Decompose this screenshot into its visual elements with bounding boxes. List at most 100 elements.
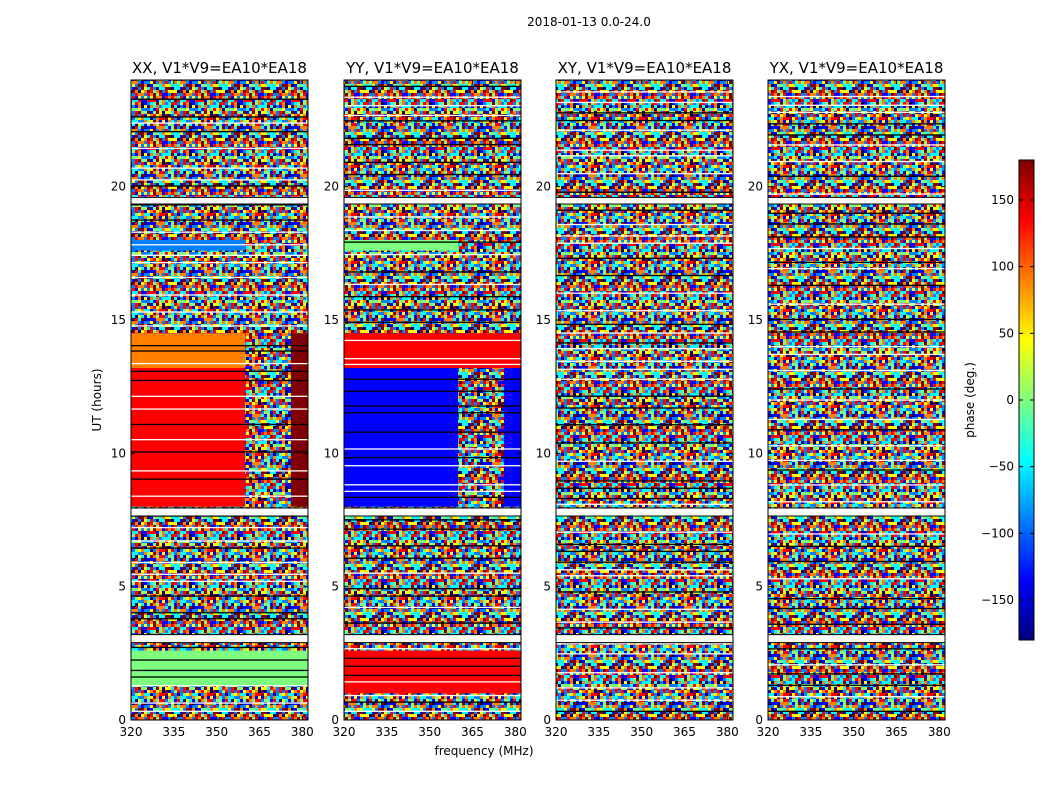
time-streak <box>131 612 308 614</box>
y-tick-label: 20 <box>111 180 126 194</box>
time-streak <box>768 134 945 136</box>
time-streak <box>768 261 945 264</box>
x-tick-label: 320 <box>333 725 356 739</box>
time-streak <box>344 701 521 703</box>
time-streak <box>556 191 733 193</box>
time-streak <box>131 131 308 133</box>
time-streak <box>768 696 945 698</box>
time-streak <box>344 431 521 433</box>
time-streak <box>556 653 733 655</box>
x-tick-label: 320 <box>545 725 568 739</box>
time-streak <box>131 344 308 347</box>
time-streak <box>556 119 733 122</box>
x-axis-label: frequency (MHz) <box>434 744 533 758</box>
time-streak <box>131 244 308 246</box>
y-axis-label: UT (hours) <box>90 368 104 431</box>
time-streak <box>768 533 945 535</box>
coherent-block <box>290 333 308 507</box>
time-streak <box>556 149 733 151</box>
panels-group: XX, V1*V9=EA10*EA18 320 335 350 365 380 0 5 10 15… <box>111 59 951 739</box>
time-streak <box>768 318 945 321</box>
flagged-range <box>768 634 945 643</box>
time-streak <box>344 496 521 498</box>
time-streak <box>556 407 733 409</box>
colorbar-tick-label: 0 <box>1006 393 1014 407</box>
time-streak <box>768 607 945 610</box>
time-streak <box>768 598 945 600</box>
time-streak <box>768 560 945 563</box>
time-streak <box>131 526 308 529</box>
x-tick-label: 350 <box>205 725 228 739</box>
time-streak <box>556 112 733 114</box>
y-tick-label: 5 <box>543 580 551 594</box>
coherent-block <box>344 240 459 251</box>
panel-frame <box>130 79 309 721</box>
x-tick-label: 380 <box>291 725 314 739</box>
time-streak <box>556 395 733 397</box>
x-tick-label: 350 <box>842 725 865 739</box>
time-streak <box>131 98 308 100</box>
time-streak <box>131 451 308 453</box>
y-tick-label: 0 <box>118 713 126 727</box>
phase-panel-3: XY, V1*V9=EA10*EA18 320 335 350 365 380 0 5 10 15… <box>536 59 739 739</box>
time-streak <box>768 648 945 650</box>
time-streak <box>556 223 733 226</box>
figure-title: 2018-01-13 0.0-24.0 <box>527 15 651 29</box>
time-streak <box>131 294 308 296</box>
x-tick-label: 380 <box>928 725 951 739</box>
time-streak <box>556 608 733 610</box>
time-streak <box>556 575 733 577</box>
x-tick-label: 350 <box>418 725 441 739</box>
time-streak <box>768 710 945 712</box>
time-streak <box>131 370 308 372</box>
time-streak <box>556 497 733 500</box>
y-tick-label: 0 <box>543 713 551 727</box>
y-tick-label: 5 <box>755 580 763 594</box>
panel-frame <box>555 79 734 721</box>
time-streak <box>344 357 521 360</box>
colorbar-tick-label: −150 <box>981 593 1014 607</box>
y-tick-label: 10 <box>536 446 551 460</box>
time-streak <box>768 445 945 447</box>
time-streak <box>131 710 308 712</box>
time-streak <box>131 423 308 426</box>
flagged-range <box>556 508 733 516</box>
flagged-range <box>344 197 521 204</box>
time-streak <box>556 591 733 593</box>
time-streak <box>344 271 521 273</box>
phase-panel-4: YX, V1*V9=EA10*EA18 320 335 350 365 380 0 5 10 15… <box>748 59 951 739</box>
time-streak <box>131 179 308 181</box>
colorbar-tick-label: 50 <box>999 326 1014 340</box>
time-streak <box>768 284 945 287</box>
time-streak <box>768 346 945 348</box>
y-tick-label: 10 <box>748 446 763 460</box>
y-tick-label: 15 <box>536 313 551 327</box>
time-streak <box>556 543 733 546</box>
time-streak <box>131 702 308 704</box>
time-streak <box>344 557 521 559</box>
time-streak <box>768 95 945 98</box>
time-streak <box>768 223 945 225</box>
time-streak <box>768 175 945 177</box>
time-streak <box>556 310 733 312</box>
flagged-range <box>344 508 521 516</box>
time-streak <box>131 618 308 620</box>
time-streak <box>131 116 308 118</box>
time-streak <box>131 261 308 264</box>
x-tick-label: 365 <box>885 725 908 739</box>
time-streak <box>131 362 308 365</box>
time-streak <box>344 545 521 547</box>
time-streak <box>131 185 308 187</box>
time-streak <box>131 685 308 687</box>
panel-frame <box>767 79 946 721</box>
time-streak <box>344 606 521 609</box>
time-streak <box>556 710 733 712</box>
flagged-range <box>344 634 521 643</box>
time-streak <box>131 408 308 410</box>
time-streak <box>344 296 521 298</box>
time-streak <box>344 161 521 164</box>
colorbar-tick-label: −50 <box>989 460 1014 474</box>
time-streak <box>344 309 521 311</box>
time-streak <box>344 283 521 286</box>
time-streak <box>344 648 521 650</box>
